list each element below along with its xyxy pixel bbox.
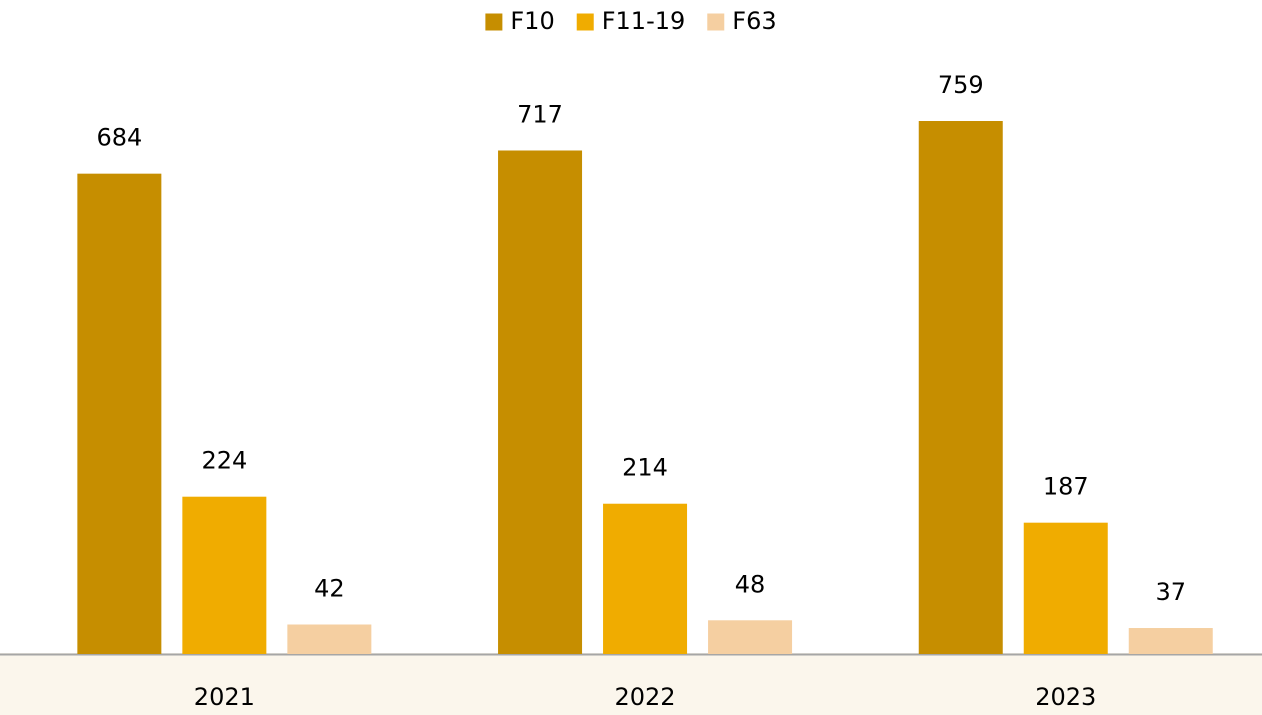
axis-band: [0, 653, 1262, 715]
legend-label: F10: [510, 7, 554, 35]
legend-swatch: [485, 13, 503, 31]
data-label: 684: [96, 124, 142, 152]
bar: [77, 173, 162, 655]
bar: [1023, 522, 1108, 654]
x-tick-label: 2023: [1035, 683, 1096, 711]
data-label: 717: [517, 100, 563, 128]
data-label: 214: [622, 454, 668, 482]
legend-swatch: [576, 13, 594, 31]
bar: [498, 150, 583, 654]
bar: [182, 496, 267, 654]
bar: [287, 624, 372, 654]
legend-label: F63: [732, 7, 776, 35]
bar: [918, 121, 1003, 654]
bar: [1128, 628, 1213, 654]
data-label: 759: [938, 71, 984, 99]
data-label: 187: [1043, 473, 1089, 501]
x-tick-label: 2022: [615, 683, 676, 711]
bar: [708, 620, 793, 654]
bar: [603, 503, 688, 654]
legend-swatch: [707, 13, 725, 31]
data-label: 37: [1155, 578, 1186, 606]
data-label: 224: [201, 447, 247, 475]
legend-label: F11-19: [602, 7, 686, 35]
data-label: 42: [314, 575, 345, 603]
data-label: 48: [735, 570, 766, 598]
x-tick-label: 2021: [194, 683, 255, 711]
